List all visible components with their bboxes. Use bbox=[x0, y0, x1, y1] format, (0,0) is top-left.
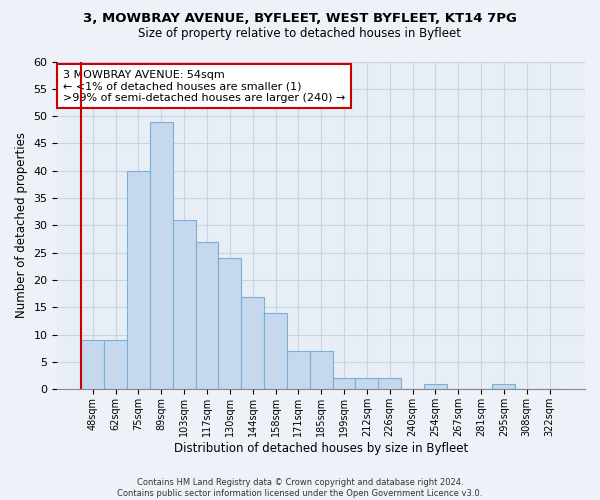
Bar bbox=[218, 258, 241, 390]
Bar bbox=[150, 122, 173, 390]
Bar bbox=[241, 296, 264, 390]
Text: Contains HM Land Registry data © Crown copyright and database right 2024.
Contai: Contains HM Land Registry data © Crown c… bbox=[118, 478, 482, 498]
Y-axis label: Number of detached properties: Number of detached properties bbox=[15, 132, 28, 318]
Bar bbox=[82, 340, 104, 390]
Text: Size of property relative to detached houses in Byfleet: Size of property relative to detached ho… bbox=[139, 28, 461, 40]
Bar bbox=[493, 384, 515, 390]
Bar bbox=[173, 220, 196, 390]
Bar bbox=[355, 378, 379, 390]
Bar bbox=[196, 242, 218, 390]
Bar bbox=[264, 313, 287, 390]
Bar bbox=[127, 171, 150, 390]
Bar bbox=[287, 351, 310, 390]
Bar bbox=[424, 384, 447, 390]
Bar bbox=[310, 351, 332, 390]
X-axis label: Distribution of detached houses by size in Byfleet: Distribution of detached houses by size … bbox=[174, 442, 469, 455]
Bar bbox=[379, 378, 401, 390]
Bar bbox=[332, 378, 355, 390]
Bar bbox=[104, 340, 127, 390]
Text: 3, MOWBRAY AVENUE, BYFLEET, WEST BYFLEET, KT14 7PG: 3, MOWBRAY AVENUE, BYFLEET, WEST BYFLEET… bbox=[83, 12, 517, 26]
Text: 3 MOWBRAY AVENUE: 54sqm
← <1% of detached houses are smaller (1)
>99% of semi-de: 3 MOWBRAY AVENUE: 54sqm ← <1% of detache… bbox=[62, 70, 345, 103]
